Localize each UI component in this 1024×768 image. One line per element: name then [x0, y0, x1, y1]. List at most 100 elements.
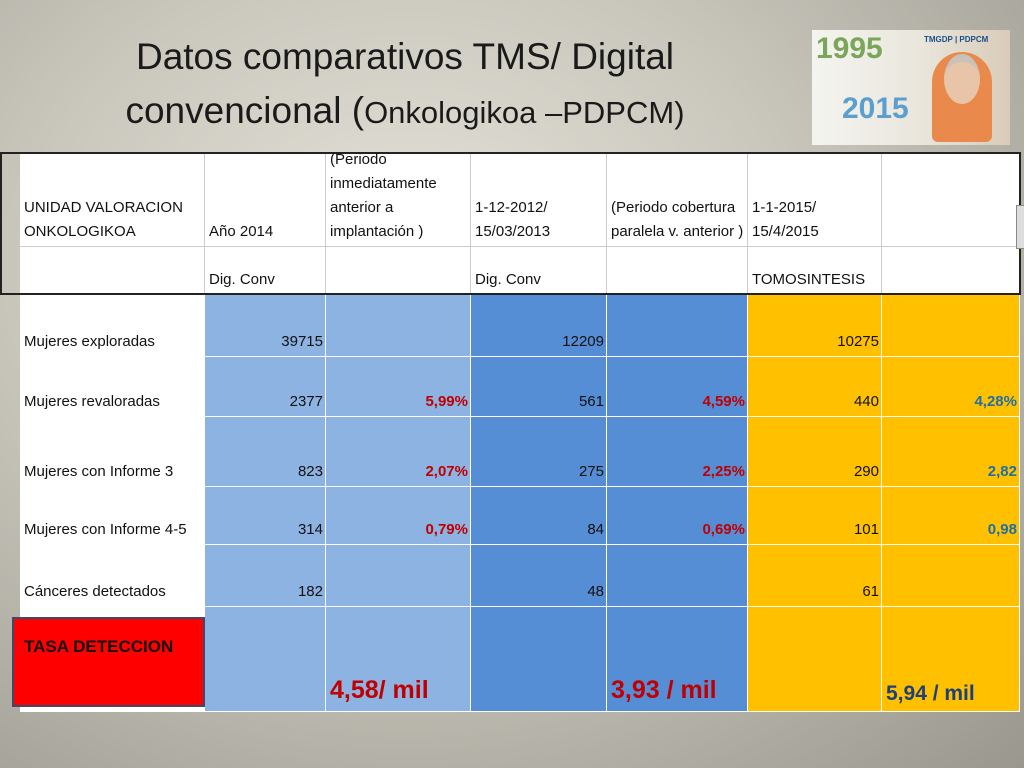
table-cell	[205, 607, 326, 712]
table-cell: 2,25%	[607, 417, 748, 487]
row-label: Cánceres detectados	[20, 545, 205, 607]
header-cell	[607, 247, 748, 295]
table-cell	[882, 295, 1020, 357]
table-cell: 0,79%	[326, 487, 471, 545]
header-cell	[20, 247, 205, 295]
cell-text: Mujeres exploradas	[24, 333, 155, 350]
header-cell	[882, 247, 1020, 295]
table-cell	[607, 545, 748, 607]
cell-text: 823	[297, 463, 323, 480]
header-cell: (Periodo inmediatamente anterior a impla…	[326, 151, 471, 247]
table-cell: 12209	[471, 295, 607, 357]
table-cell: 314	[205, 487, 326, 545]
header-cell: Dig. Conv	[471, 247, 607, 295]
table-cell: 561	[471, 357, 607, 417]
table-cell: 5,94 / mil	[882, 607, 1020, 712]
table-cell: 275	[471, 417, 607, 487]
table-cell	[471, 607, 607, 712]
cell-text: 0,69%	[702, 521, 745, 538]
cell-text: 12209	[562, 333, 604, 350]
header-cell: TOMOSINTESIS	[748, 247, 882, 295]
cell-text: Cánceres detectados	[24, 583, 166, 600]
cell-text: 440	[853, 393, 879, 410]
table-cell: 0,98	[882, 487, 1020, 545]
cell-text: 4,58/ mil	[330, 676, 429, 704]
logo-tag: TMGDP | PDPCM	[924, 35, 989, 44]
cell-text: UNIDAD VALORACION ONKOLOGIKOA	[24, 199, 183, 240]
header-cell: 1-1-2015/ 15/4/2015	[748, 152, 882, 247]
cell-text: 182	[297, 583, 323, 600]
cell-text: 1-12-2012/ 15/03/2013	[475, 199, 551, 240]
cell-text: 314	[297, 521, 323, 538]
table-cell: 0,69%	[607, 487, 748, 545]
table-cell: 2,82	[882, 417, 1020, 487]
row-label: Mujeres con Informe 3	[20, 417, 205, 487]
table-cell	[326, 295, 471, 357]
cell-text: 10275	[837, 333, 879, 350]
title-line: Datos comparativos TMS/ Digital	[135, 36, 675, 77]
logo-year: 1995	[816, 32, 883, 65]
table-cell: 290	[748, 417, 882, 487]
table-cell: 61	[748, 545, 882, 607]
logo-year: 2015	[842, 92, 909, 125]
cell-text: 2,07%	[425, 463, 468, 480]
title-line: convencional (	[125, 90, 365, 131]
table-cell: 2377	[205, 357, 326, 417]
cell-text: Mujeres revaloradas	[24, 393, 160, 410]
cell-text: TOMOSINTESIS	[752, 271, 866, 288]
cell-text: 2,25%	[702, 463, 745, 480]
photo	[944, 54, 980, 104]
cell-text: 275	[578, 463, 604, 480]
row-label: Mujeres exploradas	[20, 295, 205, 357]
header-cell	[326, 247, 471, 295]
title-line: Onkologikoa –PDPCM)	[364, 95, 685, 130]
header-cell: Dig. Conv	[205, 247, 326, 295]
cell-text: 561	[578, 393, 604, 410]
table-cell: 4,59%	[607, 357, 748, 417]
cell-text: 39715	[281, 333, 323, 350]
scroll-tab	[1016, 205, 1024, 249]
cell-text: Dig. Conv	[475, 271, 541, 288]
slide-title: Datos comparativos TMS/ Digital convenci…	[60, 30, 750, 140]
table-cell: 10275	[748, 295, 882, 357]
cell-text: 5,99%	[425, 393, 468, 410]
cell-text: 101	[853, 521, 879, 538]
table-cell: 182	[205, 545, 326, 607]
table-cell	[326, 545, 471, 607]
cell-text: 2377	[289, 393, 323, 410]
table-cell: 2,07%	[326, 417, 471, 487]
header-cell	[882, 152, 1020, 247]
cell-text: Mujeres con Informe 4-5	[24, 521, 187, 538]
cell-text: Año 2014	[209, 223, 274, 240]
rate-label: TASA DETECCION	[12, 617, 205, 707]
cell-text: 1-1-2015/ 15/4/2015	[752, 199, 819, 240]
logo: 1995 2015 TMGDP | PDPCM	[812, 30, 1010, 145]
table-cell: 5,99%	[326, 357, 471, 417]
table-cell: 823	[205, 417, 326, 487]
cell-text: 4,59%	[702, 393, 745, 410]
header-cell: Año 2014	[205, 152, 326, 247]
table-cell: 101	[748, 487, 882, 545]
header-cell: 1-12-2012/ 15/03/2013	[471, 152, 607, 247]
cell-text: (Periodo cobertura paralela v. anterior …	[611, 199, 744, 240]
table-cell: 48	[471, 545, 607, 607]
cell-text: 3,93 / mil	[611, 676, 717, 704]
cell-text: 48	[587, 583, 604, 600]
cell-text: 0,98	[987, 521, 1017, 538]
table-cell	[607, 295, 748, 357]
cell-text: 290	[853, 463, 879, 480]
table-cell: 39715	[205, 295, 326, 357]
cell-text: 84	[587, 521, 604, 538]
table-cell	[748, 607, 882, 712]
table-cell: 440	[748, 357, 882, 417]
table-cell: 3,93 / mil	[607, 607, 748, 712]
row-label: Mujeres revaloradas	[20, 357, 205, 417]
header-cell: UNIDAD VALORACION ONKOLOGIKOA	[20, 152, 205, 247]
cell-text: 4,28%	[974, 393, 1017, 410]
cell-text: Mujeres con Informe 3	[24, 463, 174, 480]
row-label: Mujeres con Informe 4-5	[20, 487, 205, 545]
table-cell: 4,58/ mil	[326, 607, 471, 712]
cell-text: Dig. Conv	[209, 271, 275, 288]
cell-text: (Periodo inmediatamente anterior a impla…	[330, 151, 437, 240]
